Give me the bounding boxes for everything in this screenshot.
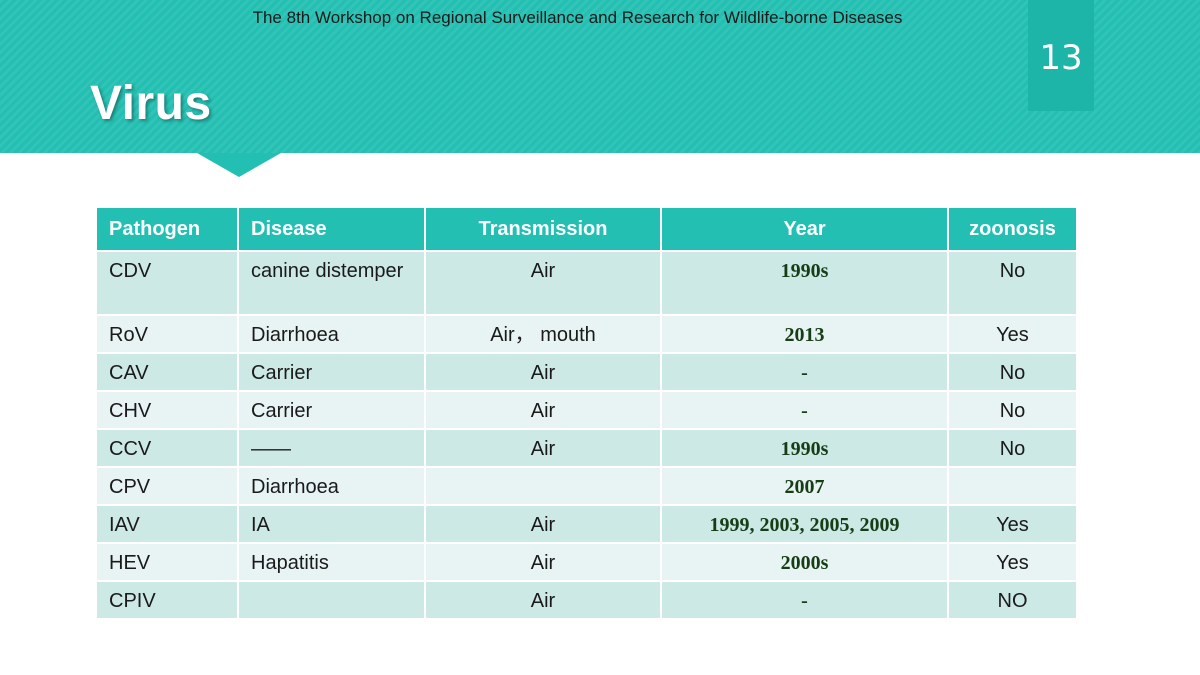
cell-pathogen: CCV [97, 428, 239, 467]
cell-transmission: Air， mouth [425, 314, 662, 353]
cell-transmission: Air [425, 250, 662, 315]
header-banner [0, 0, 1200, 153]
cell-year: - [661, 580, 949, 618]
cell-pathogen: CPIV [97, 580, 239, 618]
cell-disease: Carrier [238, 390, 426, 429]
cell-zoonosis: NO [948, 580, 1078, 618]
cell-year: 1990s [661, 250, 949, 315]
table-header-row: Pathogen Disease Transmission Year zoono… [97, 208, 1078, 251]
cell-transmission: Air [425, 428, 662, 467]
cell-pathogen: CDV [97, 250, 239, 315]
cell-zoonosis: No [948, 390, 1078, 429]
table-row: CCV —— Air 1990s No [97, 428, 1078, 467]
cell-disease: Hapatitis [238, 542, 426, 581]
cell-zoonosis: Yes [948, 314, 1078, 353]
cell-zoonosis: No [948, 428, 1078, 467]
cell-transmission: Air [425, 390, 662, 429]
cell-year: 1999, 2003, 2005, 2009 [661, 504, 949, 543]
cell-pathogen: CAV [97, 352, 239, 391]
cell-transmission: Air [425, 580, 662, 618]
cell-disease: Carrier [238, 352, 426, 391]
cell-transmission: Air [425, 542, 662, 581]
cell-year: 2007 [661, 466, 949, 505]
cell-year: 2013 [661, 314, 949, 353]
table-row: CDV canine distemper Air 1990s No [97, 250, 1078, 315]
workshop-title: The 8th Workshop on Regional Surveillanc… [252, 8, 903, 27]
cell-zoonosis: Yes [948, 504, 1078, 543]
cell-year: - [661, 352, 949, 391]
cell-disease: —— [238, 428, 426, 467]
table-row: HEV Hapatitis Air 2000s Yes [97, 542, 1078, 581]
cell-pathogen: HEV [97, 542, 239, 581]
cell-disease: Diarrhoea [238, 314, 426, 353]
page-number: 13 [1039, 38, 1083, 78]
cell-transmission [425, 466, 662, 505]
cell-year: 1990s [661, 428, 949, 467]
cell-disease: Diarrhoea [238, 466, 426, 505]
table-row: RoV Diarrhoea Air， mouth 2013 Yes [97, 314, 1078, 353]
cell-zoonosis: No [948, 250, 1078, 315]
header-pathogen: Pathogen [97, 208, 239, 251]
cell-pathogen: CPV [97, 466, 239, 505]
cell-transmission: Air [425, 504, 662, 543]
header-transmission: Transmission [425, 208, 662, 251]
header-disease: Disease [238, 208, 426, 251]
cell-disease [238, 580, 426, 618]
cell-year: - [661, 390, 949, 429]
cell-pathogen: CHV [97, 390, 239, 429]
table-row: IAV IA Air 1999, 2003, 2005, 2009 Yes [97, 504, 1078, 543]
banner-notch [197, 153, 281, 177]
cell-disease: canine distemper [238, 250, 426, 315]
table-row: CPIV Air - NO [97, 580, 1078, 618]
cell-disease: IA [238, 504, 426, 543]
page-number-box [1028, 0, 1094, 111]
table-row: CHV Carrier Air - No [97, 390, 1078, 429]
table-row: CAV Carrier Air - No [97, 352, 1078, 391]
cell-zoonosis: No [948, 352, 1078, 391]
cell-year: 2000s [661, 542, 949, 581]
table-row: CPV Diarrhoea 2007 [97, 466, 1078, 505]
cell-pathogen: RoV [97, 314, 239, 353]
cell-transmission: Air [425, 352, 662, 391]
header-zoonosis: zoonosis [948, 208, 1078, 251]
slide-title: Virus [90, 77, 212, 130]
cell-zoonosis: Yes [948, 542, 1078, 581]
header-year: Year [661, 208, 949, 251]
pathogen-table: Pathogen Disease Transmission Year zoono… [97, 208, 1078, 618]
cell-zoonosis [948, 466, 1078, 505]
cell-pathogen: IAV [97, 504, 239, 543]
